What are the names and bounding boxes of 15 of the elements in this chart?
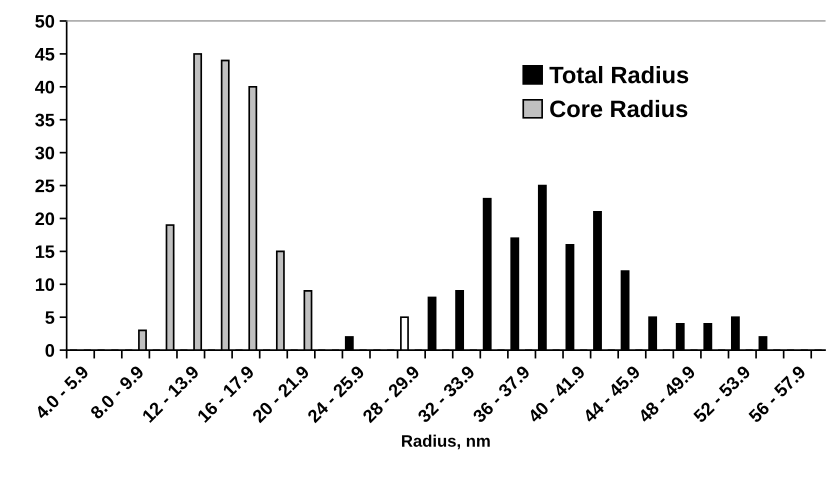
y-tick-label: 45	[35, 48, 54, 61]
y-tick-label: 15	[36, 246, 54, 258]
y-tick-label: 40	[35, 80, 54, 94]
y-tick-label: 30	[35, 146, 54, 160]
y-tick-label: 50	[35, 14, 54, 28]
x-tick-label: 4.0 - 5.9	[34, 364, 90, 420]
legend-label: Total Radius	[549, 66, 688, 84]
y-tick-label: 10	[36, 278, 54, 292]
y-tick-label: 0	[46, 344, 54, 357]
legend-label: Core Radius	[550, 100, 688, 118]
y-tick-label: 20	[35, 212, 54, 226]
y-tick-label: 5	[45, 311, 54, 324]
y-tick-label: 35	[35, 114, 54, 126]
y-tick-label: 25	[35, 179, 54, 192]
x-axis-title: Radius, nm	[402, 434, 490, 450]
